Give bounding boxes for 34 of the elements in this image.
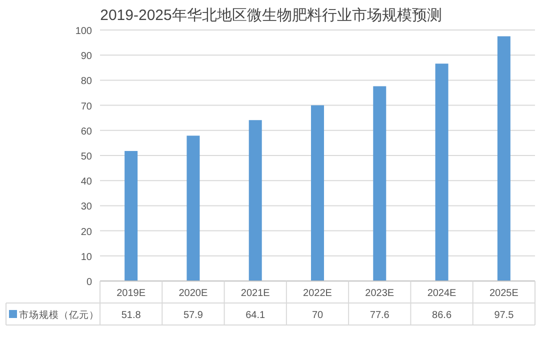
chart-title: 2019-2025年华北地区微生物肥料行业市场规模预测: [100, 7, 442, 24]
data-label: 70: [312, 310, 324, 321]
bar: [248, 120, 262, 281]
y-tick-label: 50: [80, 152, 92, 162]
data-label: 97.5: [494, 310, 514, 321]
bar: [311, 105, 324, 281]
y-tick-label: 90: [80, 51, 92, 62]
y-tick-label: 40: [80, 176, 92, 188]
bar: [497, 36, 510, 281]
x-tick-label: 2023E: [365, 288, 394, 299]
bar: [373, 86, 386, 281]
y-tick-label: 80: [80, 76, 92, 88]
data-label: 86.6: [432, 310, 452, 321]
x-tick-label: 2022E: [303, 288, 332, 299]
y-tick-label: 20: [80, 226, 92, 238]
bar: [186, 136, 200, 281]
y-tick-label: 60: [80, 126, 92, 138]
y-tick-label: 0: [86, 277, 92, 288]
data-label: 57.9: [183, 310, 204, 321]
data-label: 64.1: [246, 310, 266, 321]
data-label: 51.8: [121, 310, 142, 321]
legend-label: 市场规模（亿元）: [19, 309, 99, 321]
bar: [435, 64, 448, 281]
y-tick-label: 30: [80, 202, 92, 213]
bar: [124, 150, 138, 281]
x-tick-label: 2025E: [489, 288, 519, 299]
y-tick-label: 100: [75, 26, 92, 37]
y-tick-label: 70: [80, 101, 92, 112]
x-tick-label: 2024E: [427, 288, 457, 299]
x-tick-label: 2019E: [116, 288, 146, 299]
data-label: 77.6: [370, 310, 390, 321]
x-tick-label: 2021E: [240, 288, 270, 299]
x-tick-label: 2020E: [178, 288, 208, 299]
y-tick-label: 10: [80, 252, 92, 263]
